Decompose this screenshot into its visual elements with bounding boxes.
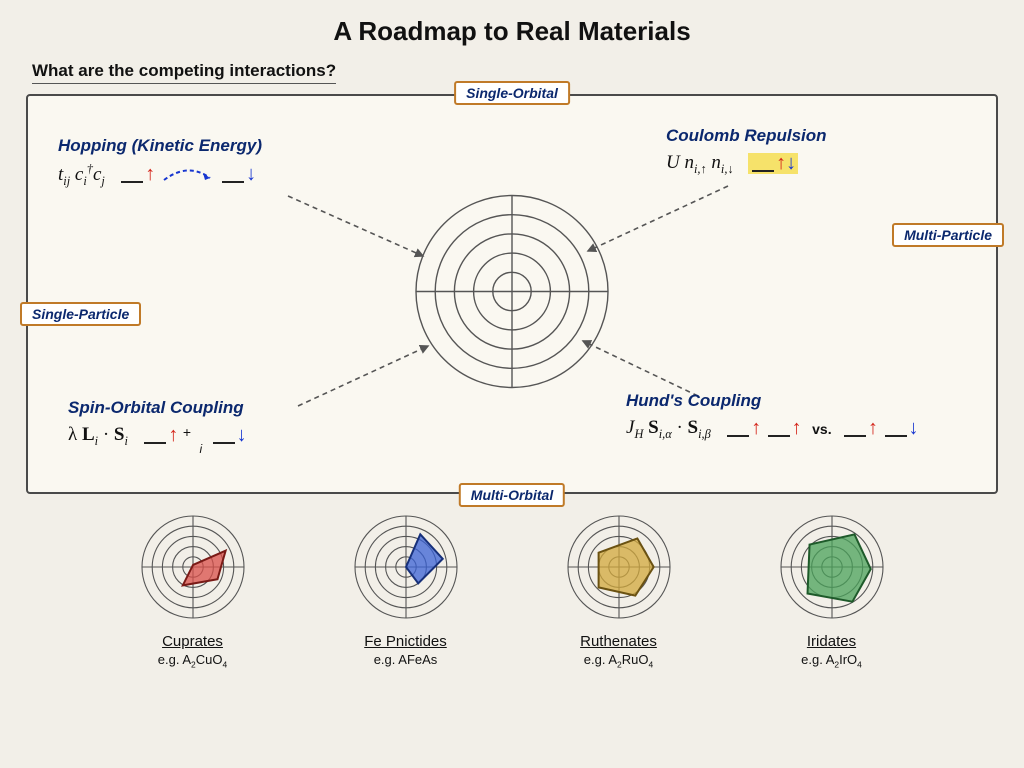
quad-coulomb-title: Coulomb Repulsion	[666, 126, 966, 146]
spin-up-icon: ↑	[792, 418, 802, 438]
spin-up-icon: ↑	[868, 418, 878, 438]
axis-label-right: Multi-Particle	[892, 223, 1004, 247]
radar-center	[412, 192, 612, 397]
quad-hund: Hund's Coupling JH Si,α · Si,β ↑ ↑ vs. ↑…	[626, 391, 986, 442]
quad-hopping-formula: tij ci†cj	[58, 162, 105, 189]
material-cuprates: Cuprates e.g. A2CuO4	[113, 512, 273, 670]
page-title: A Roadmap to Real Materials	[26, 16, 998, 47]
material-name: Cuprates	[113, 633, 273, 650]
material-example: e.g. A2RuO4	[539, 652, 699, 670]
spin-up-icon: ↑	[751, 418, 761, 438]
materials-row: Cuprates e.g. A2CuO4 Fe Pnictides e.g. AFeA…	[26, 512, 998, 670]
material-ruthenates: Ruthenates e.g. A2RuO4	[539, 512, 699, 670]
subtitle: What are the competing interactions?	[32, 61, 336, 84]
quad-hund-title: Hund's Coupling	[626, 391, 986, 411]
material-example: e.g. A2IrO4	[752, 652, 912, 670]
quad-coulomb-formula: U ni,↑ ni,↓	[666, 152, 734, 177]
material-fe-pnictides: Fe Pnictides e.g. AFeAs	[326, 512, 486, 670]
spin-down-icon: ↓	[909, 418, 919, 438]
material-name: Ruthenates	[539, 633, 699, 650]
material-example: e.g. A2CuO4	[113, 652, 273, 670]
quad-spinorbit-title: Spin-Orbital Coupling	[68, 398, 368, 418]
axis-label-left: Single-Particle	[20, 302, 141, 326]
quad-hund-formula: JH Si,α · Si,β	[626, 417, 711, 442]
material-radar	[351, 512, 461, 622]
quad-spinorbit: Spin-Orbital Coupling λ Li · Si ↑ + i ↓	[68, 398, 368, 456]
spin-up-icon: ↑	[168, 425, 178, 445]
material-radar	[138, 512, 248, 622]
spin-up-icon: ↑	[145, 164, 155, 184]
orbline	[121, 181, 143, 183]
quad-coulomb: Coulomb Repulsion U ni,↑ ni,↓ ↑↓	[666, 126, 966, 177]
material-name: Fe Pnictides	[326, 633, 486, 650]
orbline	[222, 181, 244, 183]
material-iridates: Iridates e.g. A2IrO4	[752, 512, 912, 670]
material-radar	[564, 512, 674, 622]
hop-arrow-icon	[160, 166, 216, 186]
orbline	[144, 442, 166, 444]
interaction-panel: Single-Orbital Multi-Orbital Single-Part…	[26, 94, 998, 494]
slide: A Roadmap to Real Materials What are the…	[0, 0, 1024, 768]
spin-down-icon: ↓	[237, 425, 247, 445]
site-i-label: i	[199, 442, 202, 456]
quad-hopping-title: Hopping (Kinetic Energy)	[58, 136, 358, 156]
double-occ-icon: ↑↓	[748, 153, 798, 174]
axis-label-top: Single-Orbital	[454, 81, 570, 105]
axis-label-bottom: Multi-Orbital	[459, 483, 565, 507]
plus-label: +	[183, 424, 191, 440]
vs-label: vs.	[812, 421, 831, 437]
orbline	[213, 442, 235, 444]
quad-spinorbit-formula: λ Li · Si	[68, 424, 128, 449]
quad-hopping: Hopping (Kinetic Energy) tij ci†cj ↑ ↓	[58, 136, 358, 189]
material-name: Iridates	[752, 633, 912, 650]
material-example: e.g. AFeAs	[326, 652, 486, 667]
radar-center-svg	[412, 192, 612, 392]
spin-down-icon: ↓	[246, 164, 256, 184]
material-radar	[777, 512, 887, 622]
